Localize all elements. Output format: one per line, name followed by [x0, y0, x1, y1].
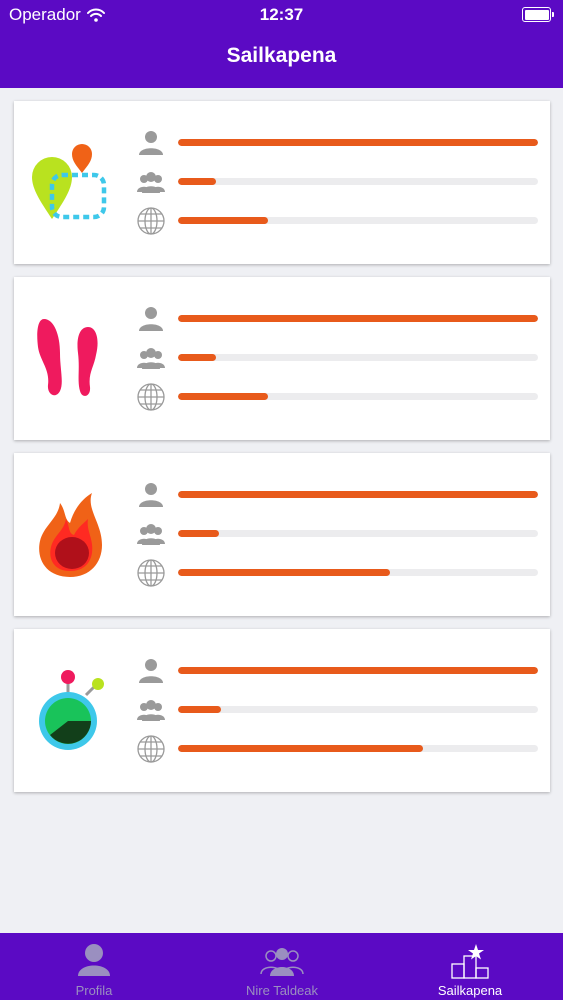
personal-progress-bar	[178, 491, 538, 498]
bar-fill	[178, 393, 268, 400]
personal-progress-bar	[178, 315, 538, 322]
personal-rank-row	[136, 480, 546, 510]
page-title: Sailkapena	[226, 44, 337, 67]
bar-fill	[178, 139, 538, 146]
carrier: Operador	[9, 5, 105, 25]
global-progress-bar	[178, 569, 538, 576]
wifi-icon	[86, 8, 105, 22]
ranking-card-time[interactable]	[14, 629, 550, 792]
personal-progress-bar	[178, 667, 538, 674]
footprints-icon	[37, 319, 98, 396]
group-rank-row	[136, 167, 546, 197]
carrier-label: Operador	[9, 5, 81, 24]
personal-rank-row	[136, 656, 546, 686]
global-rank-row	[136, 558, 546, 588]
group-icon	[137, 524, 165, 545]
group-progress-bar	[178, 530, 538, 537]
bar-fill	[178, 530, 220, 537]
person-icon	[139, 659, 163, 683]
group-icon	[137, 348, 165, 369]
group-progress-bar	[178, 706, 538, 713]
tab-label: Nire Taldeak	[245, 983, 319, 998]
tab-nire-taldeak[interactable]: Nire Taldeak	[188, 933, 376, 1000]
group-rank-row	[136, 695, 546, 725]
person-icon	[139, 483, 163, 507]
global-rank-row	[136, 206, 546, 236]
bar-fill	[178, 354, 216, 361]
personal-rank-row	[136, 304, 546, 334]
tab-label: Sailkapena	[437, 983, 503, 998]
group-icon	[137, 700, 165, 721]
bar-fill	[178, 745, 423, 752]
flame-icon	[39, 493, 102, 577]
stopwatch-icon	[39, 670, 104, 750]
globe-icon	[137, 559, 165, 587]
globe-icon	[137, 207, 165, 235]
tab-sailkapena[interactable]: Sailkapena	[376, 933, 563, 1000]
bar-fill	[178, 178, 216, 185]
group-icon	[137, 172, 165, 193]
bar-fill	[178, 706, 222, 713]
battery-icon	[522, 7, 554, 22]
tab-bar: Profila Nire Taldeak Sailkapena	[0, 933, 563, 1000]
bar-fill	[178, 569, 391, 576]
global-rank-row	[136, 382, 546, 412]
group-rank-row	[136, 519, 546, 549]
global-progress-bar	[178, 393, 538, 400]
tab-profila[interactable]: Profila	[0, 933, 188, 1000]
global-progress-bar	[178, 217, 538, 224]
person-icon	[139, 131, 163, 155]
global-rank-row	[136, 734, 546, 764]
group-progress-bar	[178, 354, 538, 361]
ranking-card-calories[interactable]	[14, 453, 550, 616]
ranking-list	[14, 101, 550, 805]
bar-fill	[178, 217, 268, 224]
podium-star-icon	[451, 944, 489, 979]
status-bar: Operador 12:37	[0, 0, 563, 30]
profile-icon	[78, 944, 110, 976]
route-map-icon	[32, 144, 107, 220]
bar-fill	[178, 491, 538, 498]
personal-progress-bar	[178, 139, 538, 146]
groups-icon	[260, 948, 304, 976]
top-bar: Operador 12:37 Sailkapena	[0, 0, 563, 88]
bar-fill	[178, 315, 538, 322]
ranking-card-route[interactable]	[14, 101, 550, 264]
clock: 12:37	[259, 5, 304, 24]
globe-icon	[137, 383, 165, 411]
global-progress-bar	[178, 745, 538, 752]
group-progress-bar	[178, 178, 538, 185]
group-rank-row	[136, 343, 546, 373]
bar-fill	[178, 667, 538, 674]
globe-icon	[137, 735, 165, 763]
person-icon	[139, 307, 163, 331]
personal-rank-row	[136, 128, 546, 158]
tab-label: Profila	[75, 983, 113, 998]
ranking-card-steps[interactable]	[14, 277, 550, 440]
